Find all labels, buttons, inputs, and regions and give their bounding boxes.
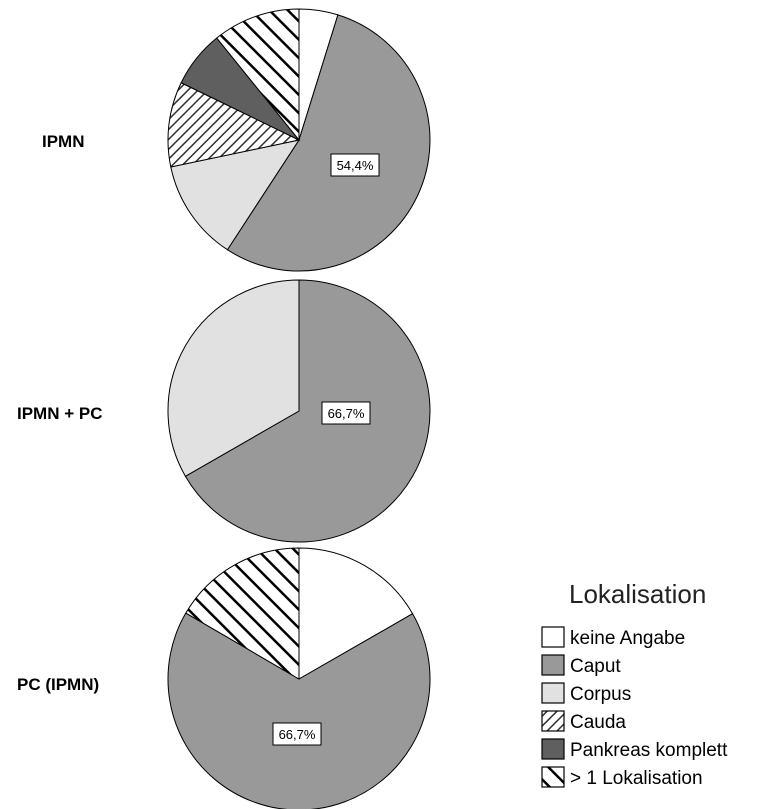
- pie-slice-ipmn-corpus: [170, 139, 301, 251]
- legend-label-cauda: Cauda: [570, 712, 626, 733]
- legend-swatch-1-lokalisation: [541, 766, 565, 788]
- pie-title-ipmn: IPMN: [42, 132, 85, 151]
- pie-slice-ipmn-pc-caput: [184, 279, 431, 543]
- legend-swatch-caput: [541, 654, 565, 676]
- pie-slice-ipmn-1-lokalisation: [216, 8, 300, 142]
- pie-labels-ipmn-pc: 66,7%: [321, 401, 371, 425]
- pie-slices-pc-ipmn: [167, 547, 431, 809]
- pie-slice-ipmn-caput: [226, 14, 431, 272]
- pie-ipmn-pc: IPMN + PC 66,7%: [17, 279, 431, 543]
- data-label-pc-ipmn: 66,7%: [279, 727, 316, 742]
- legend-title: Lokalisation: [569, 579, 706, 609]
- legend-items: keine Angabe Caput Corpus Cauda Pankreas kom…: [541, 626, 728, 789]
- legend-label-caput: Caput: [570, 656, 621, 677]
- pie-slices-ipmn: [167, 8, 431, 272]
- pie-slices-ipmn-pc: [167, 279, 431, 543]
- data-label-box: [321, 401, 371, 425]
- legend-label-keine-angabe: keine Angabe: [570, 628, 685, 649]
- legend: Lokalisation keine Angabe Caput Corpus Caud…: [541, 579, 728, 789]
- pie-ipmn: IPMN 54,4%: [42, 8, 431, 272]
- data-label-box: [330, 153, 380, 177]
- pie-labels-pc-ipmn: 66,7%: [272, 722, 322, 746]
- pie-slice-pc-ipmn-caput: [167, 612, 431, 809]
- pie-title-pc-ipmn: PC (IPMN): [17, 675, 99, 694]
- pie-slice-ipmn-pc-corpus: [167, 279, 300, 477]
- pie-pc-ipmn: PC (IPMN) 66,7%: [17, 547, 431, 809]
- data-label-box: [272, 722, 322, 746]
- legend-swatch-cauda: [541, 710, 565, 732]
- legend-label-corpus: Corpus: [570, 684, 631, 705]
- data-label-ipmn-pc: 66,7%: [328, 406, 365, 421]
- pie-slice-pc-ipmn-1-lokalisation: [185, 547, 300, 680]
- data-label-ipmn: 54,4%: [337, 158, 374, 173]
- legend-label-1-lokalisation: > 1 Lokalisation: [570, 768, 703, 789]
- pie-slice-pc-ipmn-keine-angabe: [298, 547, 414, 680]
- legend-label-pankreas-komplett: Pankreas komplett: [570, 740, 728, 761]
- legend-swatch-pankreas-komplett: [541, 738, 565, 760]
- legend-swatch-keine-angabe: [541, 626, 565, 648]
- legend-swatch-corpus: [541, 682, 565, 704]
- pie-labels-ipmn: 54,4%: [330, 153, 380, 177]
- pie-title-ipmn-pc: IPMN + PC: [17, 404, 103, 423]
- pie-slice-ipmn-cauda: [167, 82, 301, 168]
